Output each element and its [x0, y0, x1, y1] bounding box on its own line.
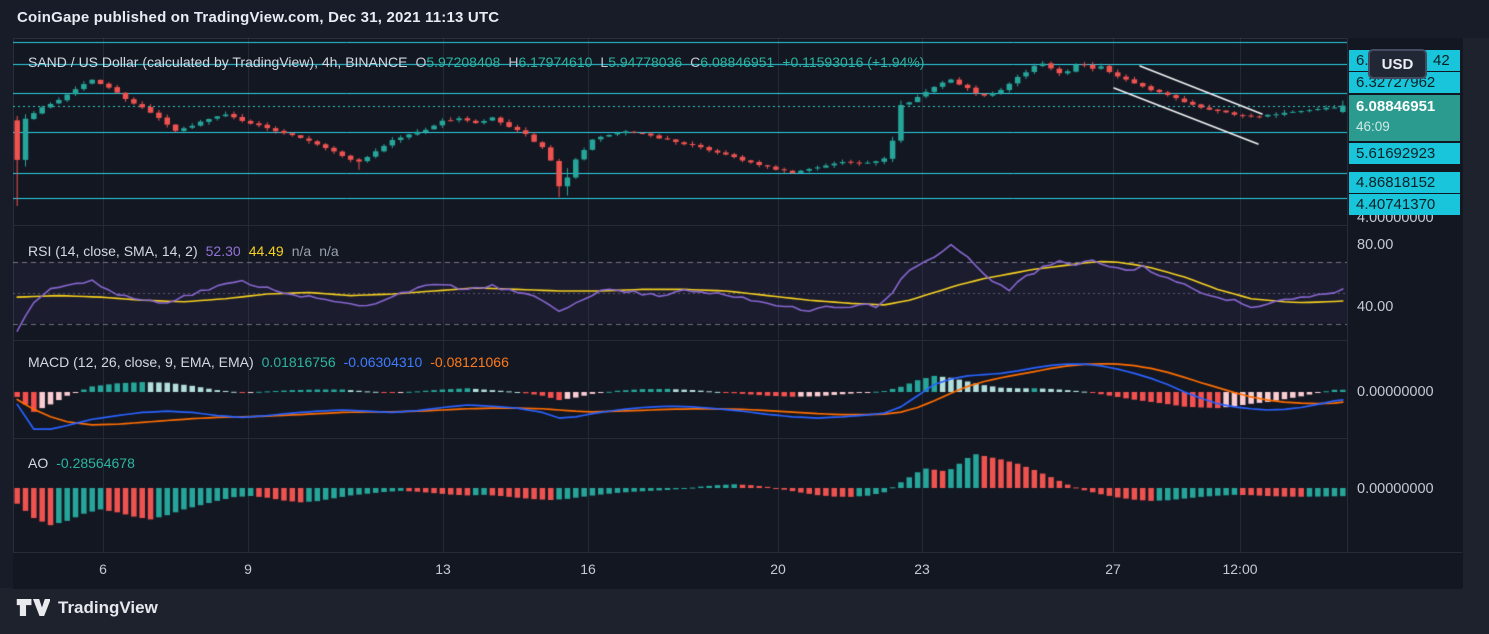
time-axis-tick: 9 — [244, 561, 252, 577]
rsi-lower-band-value: n/a — [319, 243, 339, 259]
macd-pane-canvas[interactable] — [13, 340, 1347, 438]
time-axis-tick: 12:00 — [1222, 561, 1258, 577]
tradingview-brand-text: TradingView — [58, 597, 158, 617]
time-axis-tick: 6 — [99, 561, 107, 577]
change-value: +0.11593016 (+1.94%) — [782, 54, 925, 70]
symbol-title[interactable]: SAND / US Dollar (calculated by TradingV… — [28, 54, 408, 70]
pane-separator[interactable] — [13, 438, 1462, 439]
currency-toggle-button[interactable]: USD — [1368, 49, 1427, 79]
time-axis-tick: 20 — [770, 561, 786, 577]
macd-signal-value: -0.08121066 — [430, 354, 509, 370]
rsi-ma-value: 44.49 — [248, 243, 284, 259]
ao-title[interactable]: AO — [28, 455, 49, 471]
price-level-label: 4.40741370 — [1349, 193, 1460, 215]
price-scale-axis[interactable]: 4.00000000 80.00 40.00 0.00000000 0.0000… — [1347, 38, 1463, 588]
header-bar: CoinGape published on TradingView.com, D… — [0, 0, 1489, 38]
time-axis-tick: 27 — [1105, 561, 1121, 577]
macd-line-value: -0.06304310 — [343, 354, 423, 370]
tradingview-logo-link[interactable]: TradingView — [16, 596, 158, 619]
rsi-legend-row: RSI (14, close, SMA, 14, 2) 52.30 44.49 … — [28, 243, 339, 259]
footer-bar: TradingView — [0, 588, 1489, 634]
time-axis-tick: 16 — [580, 561, 596, 577]
pane-separator[interactable] — [13, 225, 1462, 226]
publication-caption: CoinGape published on TradingView.com, D… — [17, 9, 500, 26]
ao-value: -0.28564678 — [56, 455, 135, 471]
rsi-title[interactable]: RSI (14, close, SMA, 14, 2) — [28, 243, 198, 259]
macd-legend-row: MACD (12, 26, close, 9, EMA, EMA) 0.0181… — [28, 354, 509, 370]
time-axis-tick: 23 — [914, 561, 930, 577]
ohlc-close: C6.08846951 — [690, 54, 775, 70]
ao-axis-tick-zero: 0.00000000 — [1357, 481, 1434, 497]
price-level-label: 4.86818152 — [1349, 171, 1460, 193]
right-gutter — [1462, 38, 1489, 588]
current-price-value: 6.08846951 — [1356, 98, 1436, 115]
ohlc-open: O5.97208408 — [415, 54, 501, 70]
macd-hist-value: 0.01816756 — [261, 354, 336, 370]
rsi-value: 52.30 — [205, 243, 241, 259]
bar-close-countdown: 46:09 — [1356, 119, 1390, 134]
ohlc-low: L5.94778036 — [600, 54, 683, 70]
rsi-pane-canvas[interactable] — [13, 225, 1347, 340]
ao-pane-canvas[interactable] — [13, 438, 1347, 552]
ao-legend-row: AO -0.28564678 — [28, 455, 135, 471]
rsi-axis-tick-40: 40.00 — [1357, 299, 1394, 315]
price-level-label: 5.61692923 — [1349, 142, 1460, 164]
pane-separator[interactable] — [13, 340, 1462, 341]
rsi-axis-tick-80: 80.00 — [1357, 237, 1394, 253]
ohlc-high: H6.17974610 — [508, 54, 593, 70]
macd-axis-tick-zero: 0.00000000 — [1357, 384, 1434, 400]
time-axis-tick: 13 — [435, 561, 451, 577]
symbol-legend-row: SAND / US Dollar (calculated by TradingV… — [28, 54, 924, 70]
current-price-label: 6.08846951 46:09 — [1349, 95, 1460, 141]
macd-title[interactable]: MACD (12, 26, close, 9, EMA, EMA) — [28, 354, 254, 370]
time-axis[interactable]: 6 9 13 16 20 23 27 12:00 — [13, 552, 1462, 589]
price-pane-canvas[interactable] — [13, 38, 1347, 225]
tradingview-logo-icon — [16, 599, 50, 616]
rsi-upper-band-value: n/a — [291, 243, 312, 259]
